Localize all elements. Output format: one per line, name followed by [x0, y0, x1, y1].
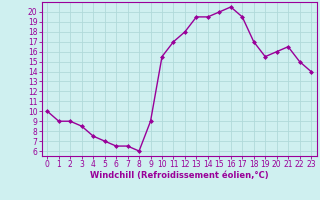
X-axis label: Windchill (Refroidissement éolien,°C): Windchill (Refroidissement éolien,°C) — [90, 171, 268, 180]
